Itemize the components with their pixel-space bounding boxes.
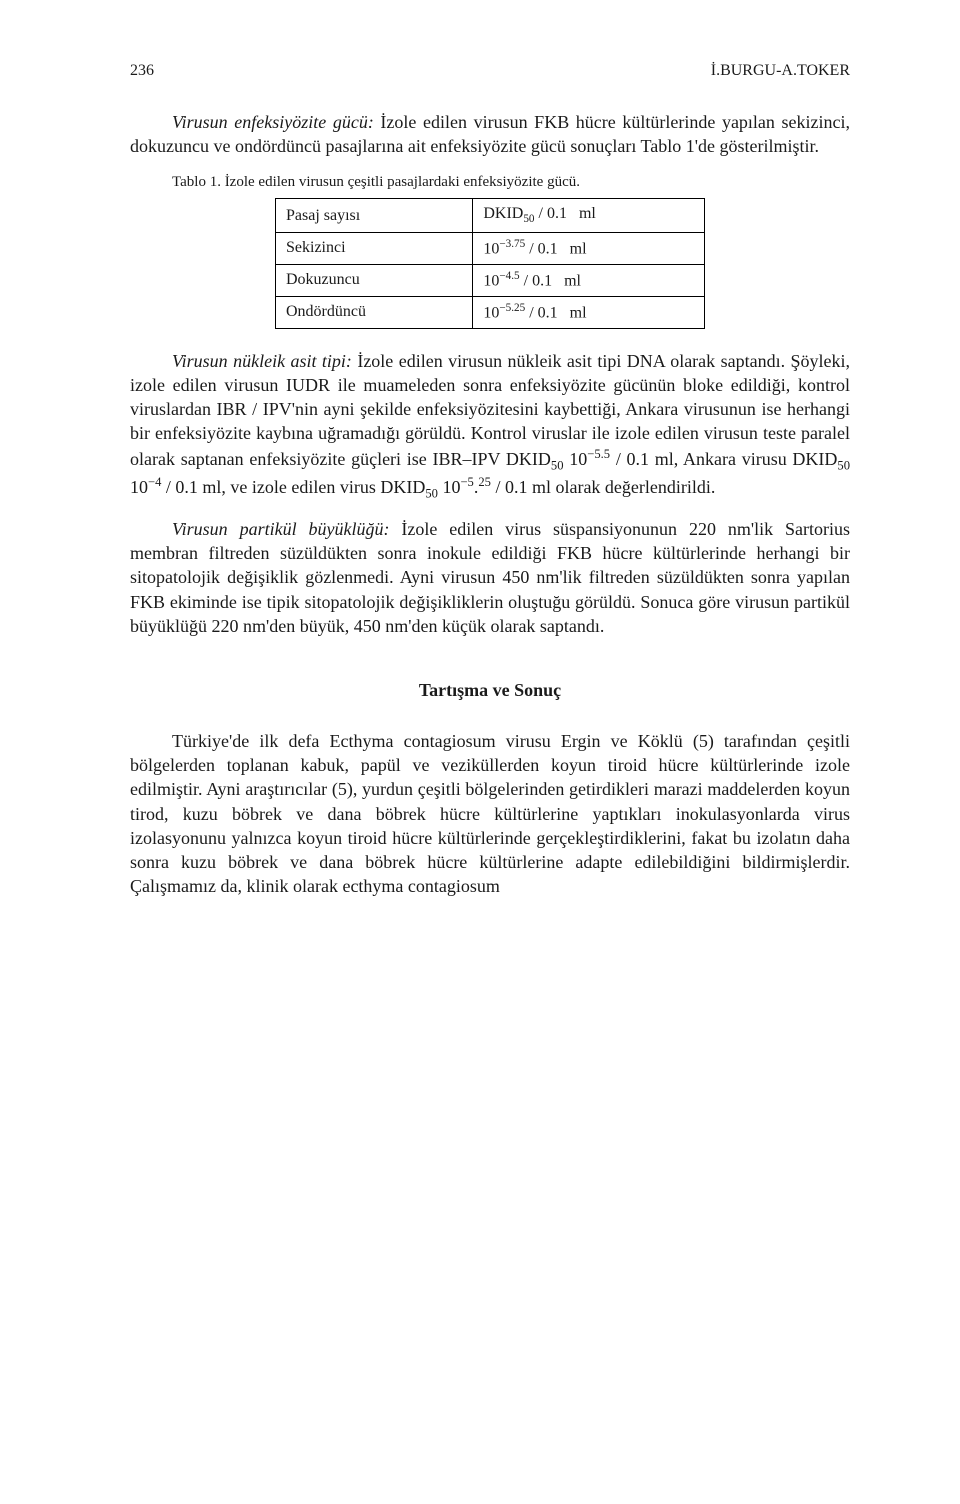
page-number: 236 <box>130 60 154 82</box>
paragraph-4: Türkiye'de ilk defa Ecthyma contagiosum … <box>130 729 850 899</box>
row-label: Pasaj sayısı <box>276 199 473 232</box>
row-label: Dokuzuncu <box>276 264 473 296</box>
running-head: İ.BURGU-A.TOKER <box>711 60 850 82</box>
p1-lead: Virusun enfeksiyözite gücü: <box>172 112 374 132</box>
table-row: Pasaj sayısıDKID50 / 0.1 ml <box>276 199 705 232</box>
table-caption: Tablo 1. İzole edilen virusun çeşitli pa… <box>172 172 850 192</box>
p4-text: Türkiye'de ilk defa Ecthyma contagiosum … <box>130 731 850 897</box>
row-label: Sekizinci <box>276 232 473 264</box>
p2-lead: Virusun nükleik asit tipi: <box>172 351 352 371</box>
p3-lead: Virusun partikül büyüklüğü: <box>172 519 389 539</box>
row-value: 10−3.75 / 0.1 ml <box>473 232 705 264</box>
page-header: 236 İ.BURGU-A.TOKER <box>130 60 850 82</box>
paragraph-1: Virusun enfeksiyözite gücü: İzole edilen… <box>130 110 850 159</box>
paragraph-3: Virusun partikül büyüklüğü: İzole edilen… <box>130 517 850 638</box>
row-value: DKID50 / 0.1 ml <box>473 199 705 232</box>
row-value: 10−5.25 / 0.1 ml <box>473 296 705 328</box>
table-row: Ondördüncü10−5.25 / 0.1 ml <box>276 296 705 328</box>
dose-table-body: Pasaj sayısıDKID50 / 0.1 mlSekizinci10−3… <box>276 199 705 328</box>
table-row: Sekizinci10−3.75 / 0.1 ml <box>276 232 705 264</box>
table-row: Dokuzuncu10−4.5 / 0.1 ml <box>276 264 705 296</box>
section-title: Tartışma ve Sonuç <box>130 678 850 702</box>
row-label: Ondördüncü <box>276 296 473 328</box>
row-value: 10−4.5 / 0.1 ml <box>473 264 705 296</box>
dose-table: Pasaj sayısıDKID50 / 0.1 mlSekizinci10−3… <box>275 198 705 328</box>
p2-rest: İzole edilen virusun nükleik asit tipi D… <box>130 351 850 498</box>
document-page: 236 İ.BURGU-A.TOKER Virusun enfeksiyözit… <box>0 0 960 1504</box>
paragraph-2: Virusun nükleik asit tipi: İzole edilen … <box>130 349 850 503</box>
